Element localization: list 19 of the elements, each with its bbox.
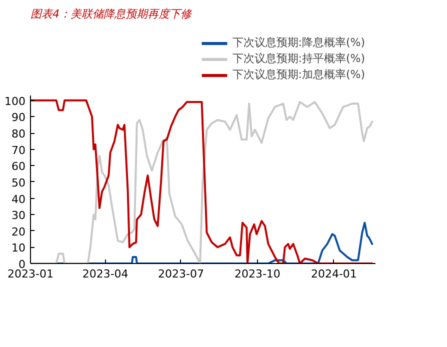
legend-label: 下次议息预期:持平概率(%) xyxy=(232,51,365,66)
y-tick-label: 80 xyxy=(12,128,26,141)
y-tick-label: 50 xyxy=(12,176,26,190)
legend-label: 下次议息预期:加息概率(%) xyxy=(232,67,365,82)
y-tick-label: 100 xyxy=(4,94,26,108)
x-tick-label: 2024-01 xyxy=(310,268,357,280)
legend-label: 下次议息预期:降息概率(%) xyxy=(232,35,365,50)
chart-title: 图表4：美联储降息预期再度下修 xyxy=(30,8,192,20)
y-tick-label: 30 xyxy=(12,209,26,222)
x-tick-label: 2023-01 xyxy=(8,268,54,280)
y-tick-label: 70 xyxy=(12,144,26,157)
y-tick-label: 40 xyxy=(12,192,26,206)
y-tick-label: 20 xyxy=(12,225,26,238)
y-tick-label: 60 xyxy=(12,160,26,174)
x-tick-label: 2023-07 xyxy=(158,268,204,280)
x-tick-label: 2023-10 xyxy=(234,268,280,280)
y-tick-label: 10 xyxy=(12,242,26,255)
y-tick-label: 90 xyxy=(12,111,26,124)
x-tick-label: 2023-04 xyxy=(82,268,128,280)
